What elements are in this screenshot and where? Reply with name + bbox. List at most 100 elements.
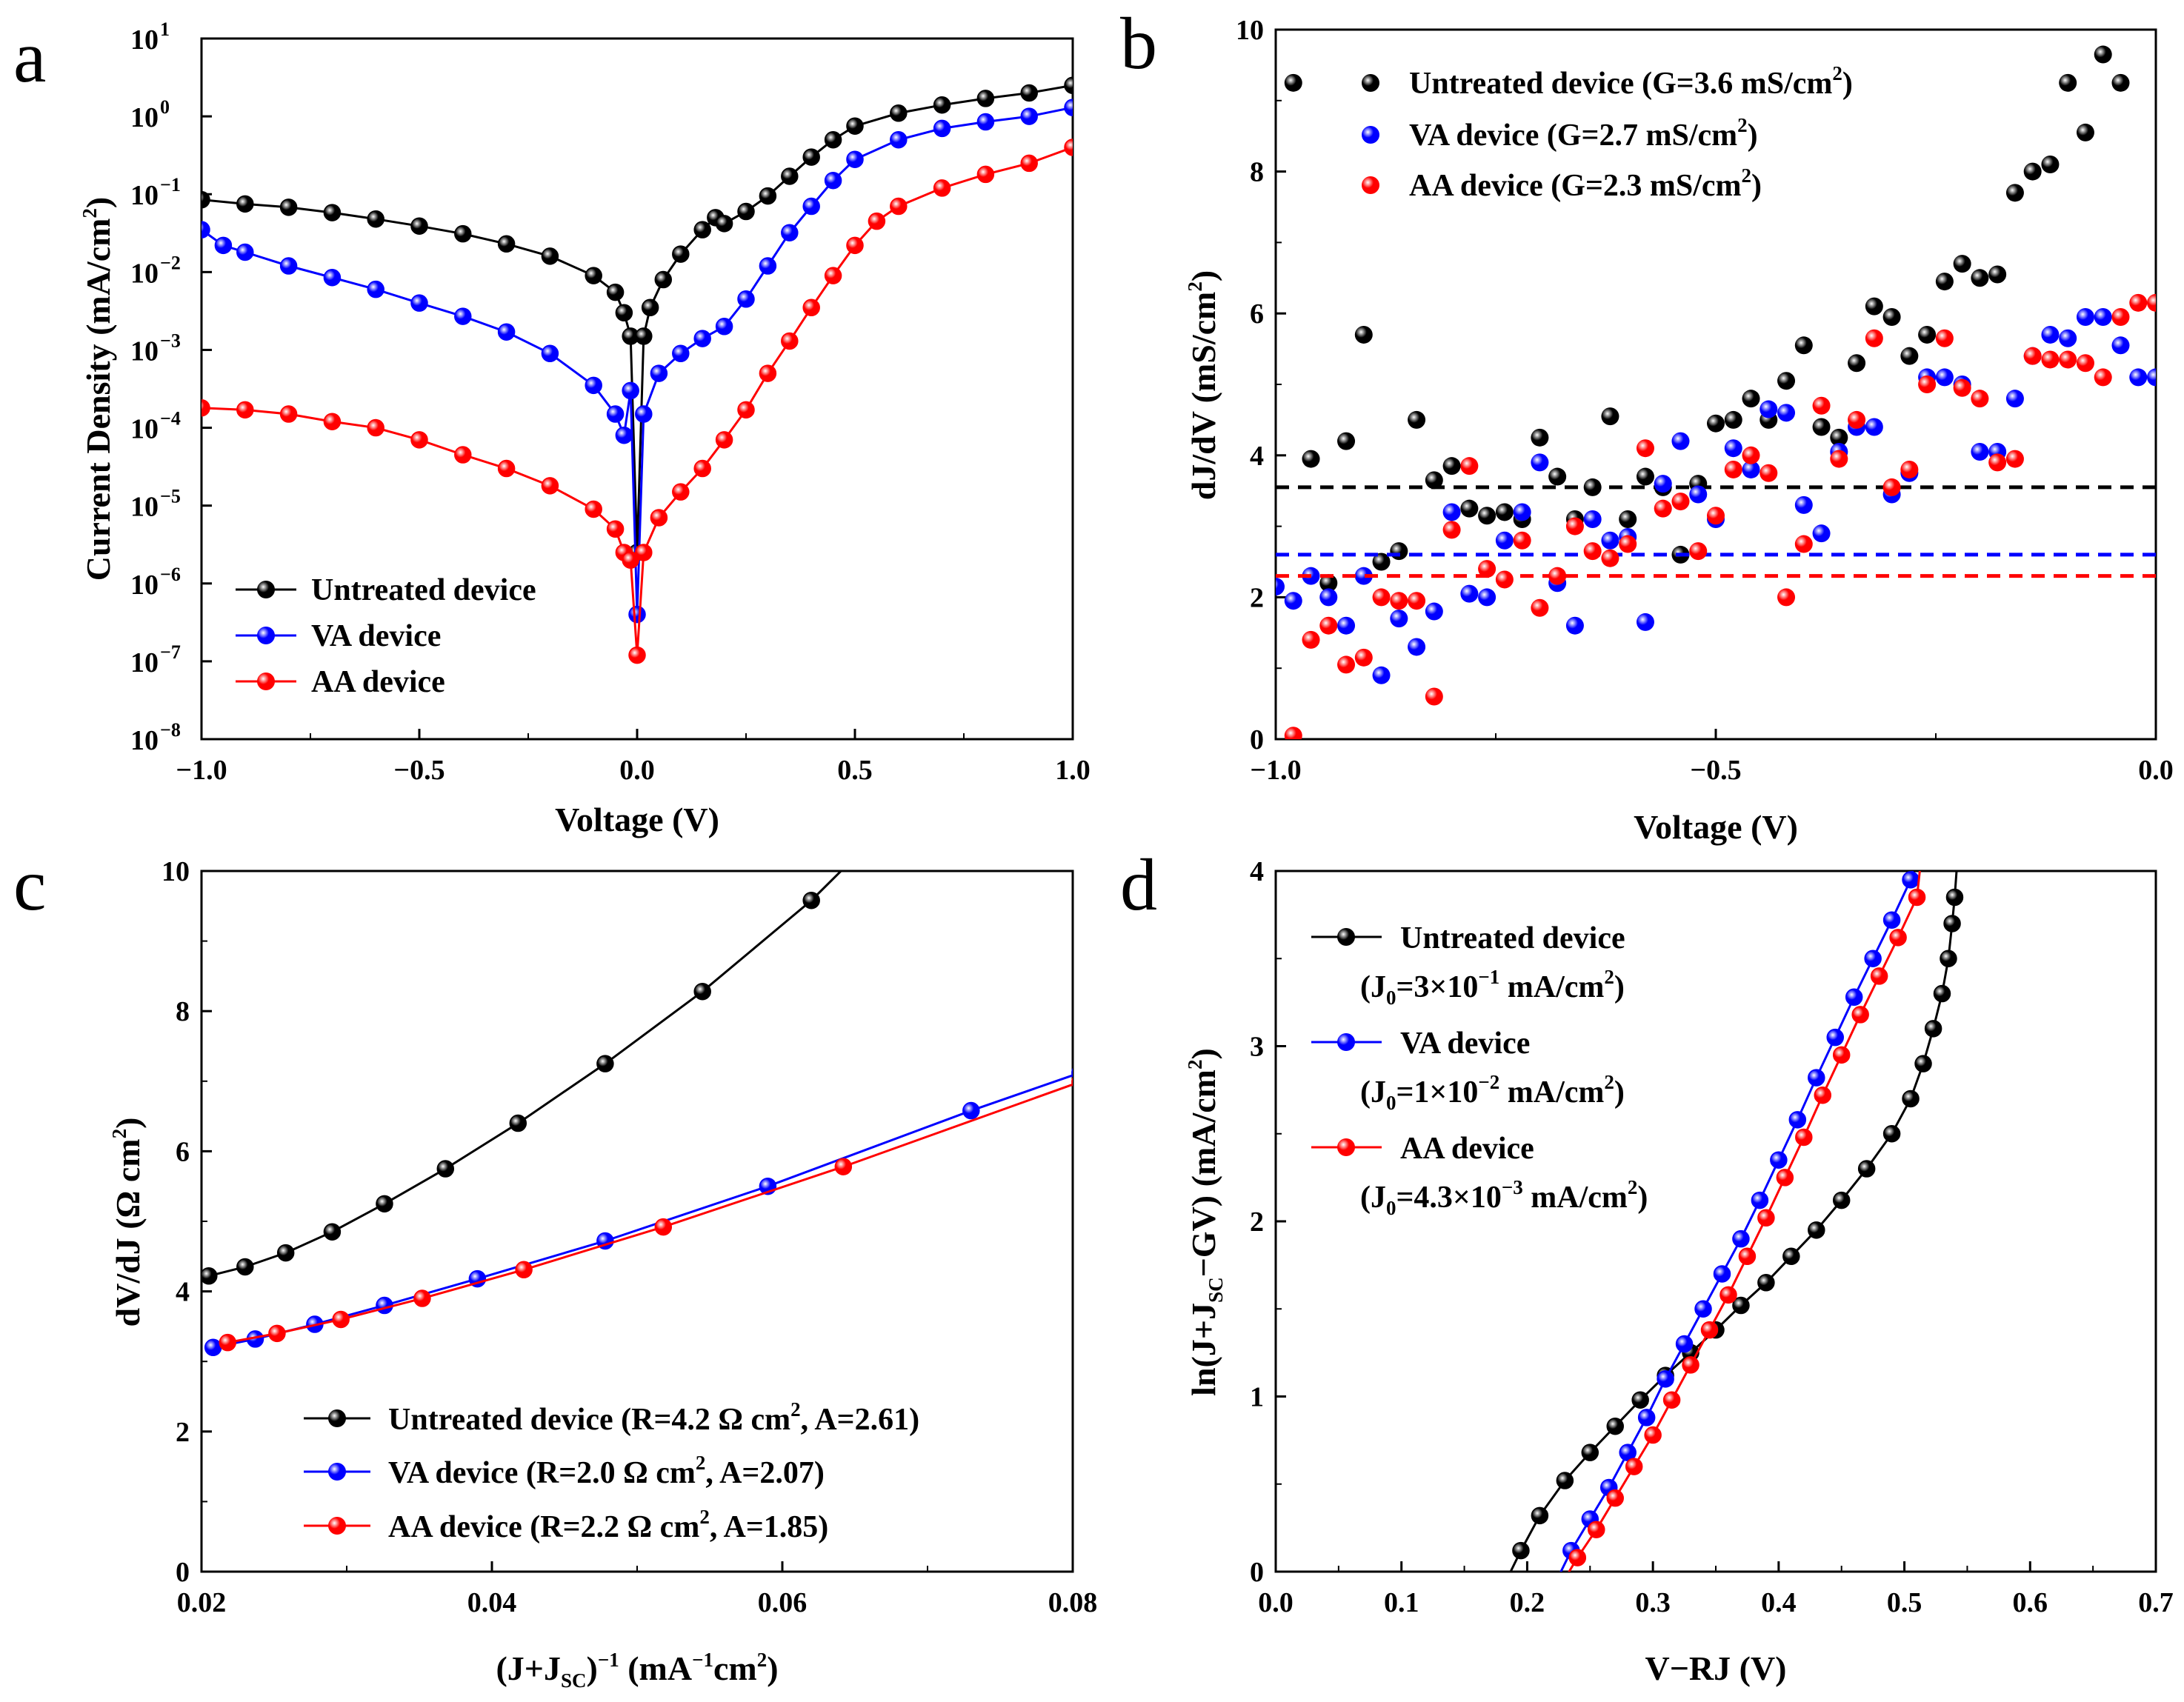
data-point-va	[846, 150, 864, 168]
panel-d-ylabel: ln(J+JSC−GV) (mA/cm2)	[1184, 1048, 1227, 1396]
data-point-untreated	[2059, 73, 2077, 92]
data-point-untreated	[1636, 467, 1654, 486]
data-point-untreated	[1556, 1472, 1574, 1489]
data-point-aa	[585, 500, 602, 518]
legend-c-aa-label: AA device (R=2.2 Ω cm2, A=1.85)	[388, 1506, 828, 1544]
ytick-label: 4	[1250, 441, 1264, 472]
data-point-va	[1583, 510, 1602, 529]
data-point-va	[1770, 1151, 1788, 1169]
data-point-aa	[1425, 687, 1443, 706]
legend-d-aa-j0: (J0=4.3×10−3 mA/cm2)	[1360, 1176, 1648, 1219]
data-point-va	[1636, 613, 1654, 631]
data-point-untreated	[1284, 73, 1302, 92]
data-point-aa	[454, 446, 472, 464]
data-point-aa	[1757, 1209, 1775, 1227]
data-point-aa	[202, 398, 210, 417]
legend-c-va-label: VA device (R=2.0 Ω cm2, A=2.07)	[388, 1452, 825, 1490]
data-point-va	[1777, 404, 1796, 422]
data-point-untreated	[1478, 507, 1496, 525]
xtick-label: −1.0	[1250, 755, 1301, 786]
ytick-exponent: −2	[160, 252, 181, 273]
data-point-aa	[2129, 293, 2148, 312]
data-point-va	[1671, 432, 1690, 450]
data-point-aa	[1848, 410, 1866, 429]
legend-c-untreated-label: Untreated device (R=4.2 Ω cm2, A=2.61)	[388, 1398, 919, 1437]
data-point-aa	[541, 477, 559, 495]
data-point-va	[715, 318, 733, 336]
data-point-untreated	[1832, 1191, 1851, 1209]
data-point-aa	[1889, 929, 1907, 947]
data-point-aa	[933, 179, 951, 197]
series-line-va	[213, 1074, 1073, 1349]
legend-d-untreated-j0: (J0=3×10−1 mA/cm2)	[1360, 966, 1625, 1009]
data-point-untreated	[1302, 450, 1320, 468]
legend-a-aa-label: AA device	[311, 665, 445, 699]
data-point-va	[279, 257, 298, 275]
ytick-label: 10	[130, 336, 159, 367]
data-point-untreated	[1812, 418, 1831, 436]
xtick-label: 0.5	[1887, 1587, 1922, 1618]
panel-a: a −1.0 −0.5 0.0 0.5 1.010 −810 −710 −610 −510 −41…	[13, 16, 1091, 838]
xtick-label: 0.6	[2013, 1587, 2048, 1618]
legend-b-untreated-marker	[1362, 74, 1379, 92]
data-point-untreated	[1794, 336, 1813, 355]
xtick-label: 0.2	[1510, 1587, 1545, 1618]
data-point-aa	[1971, 390, 1989, 408]
data-point-aa	[1531, 598, 1549, 617]
data-point-va	[585, 376, 602, 395]
data-point-va	[1425, 602, 1443, 621]
ytick-label: 6	[1250, 298, 1264, 330]
data-point-aa	[1953, 378, 1971, 397]
data-point-va	[1713, 1265, 1731, 1283]
legend-c-va-marker	[328, 1463, 346, 1481]
data-point-untreated	[1494, 1581, 1510, 1598]
data-point-untreated	[1512, 1541, 1530, 1560]
data-point-va	[615, 426, 633, 444]
ytick-label: 10	[130, 725, 159, 756]
data-point-va	[1865, 418, 1883, 436]
data-point-aa	[715, 431, 733, 449]
legend-d-va-label: VA device	[1400, 1027, 1530, 1061]
data-point-untreated	[497, 235, 516, 253]
data-point-va	[1408, 638, 1426, 656]
data-point-untreated	[890, 104, 908, 122]
ytick-label: 10	[130, 492, 159, 523]
legend-a-untreated-label: Untreated device	[311, 573, 536, 607]
data-point-aa	[1814, 1086, 1832, 1104]
data-point-va	[1654, 475, 1672, 493]
ytick-exponent: 0	[160, 96, 170, 118]
data-point-aa	[1908, 888, 1926, 907]
legend-b-untreated-label: Untreated device (G=3.6 mS/cm2)	[1409, 62, 1853, 101]
data-point-va	[1478, 588, 1496, 607]
data-point-untreated	[693, 221, 711, 238]
data-point-untreated	[1757, 1274, 1775, 1292]
data-point-aa	[1662, 1391, 1681, 1409]
data-point-aa	[824, 267, 842, 284]
xtick-label: 0.3	[1635, 1587, 1671, 1618]
panel-a-ticks: −1.0 −0.5 0.0 0.5 1.010−810−710−610−510 −410−…	[130, 19, 1091, 786]
data-point-untreated	[1390, 542, 1408, 561]
panel-c-series	[202, 842, 1073, 1357]
legend-d-untreated-label: Untreated device	[1400, 921, 1625, 955]
data-point-va	[410, 294, 428, 312]
xtick-label: 0.1	[1384, 1587, 1419, 1618]
legend-a-aa-marker	[257, 673, 275, 690]
data-point-aa	[1390, 592, 1408, 610]
data-point-untreated	[854, 842, 870, 858]
data-point-untreated	[236, 195, 254, 213]
data-point-untreated	[1882, 1125, 1901, 1143]
data-point-untreated	[654, 270, 673, 289]
data-point-aa	[1777, 588, 1796, 607]
data-point-aa	[1935, 329, 1954, 347]
data-point-aa	[1619, 535, 1637, 553]
series-line-untreated	[202, 84, 1073, 553]
data-point-aa	[1812, 396, 1831, 415]
data-point-untreated	[1935, 273, 1954, 291]
data-point-va	[1390, 610, 1408, 628]
data-point-va	[962, 1101, 980, 1120]
legend-b-va-marker	[1362, 126, 1379, 144]
data-point-untreated	[410, 217, 428, 235]
ytick-label: 10	[1236, 15, 1264, 46]
xtick-label: 0.7	[2138, 1587, 2174, 1618]
data-point-va	[1732, 1229, 1750, 1248]
